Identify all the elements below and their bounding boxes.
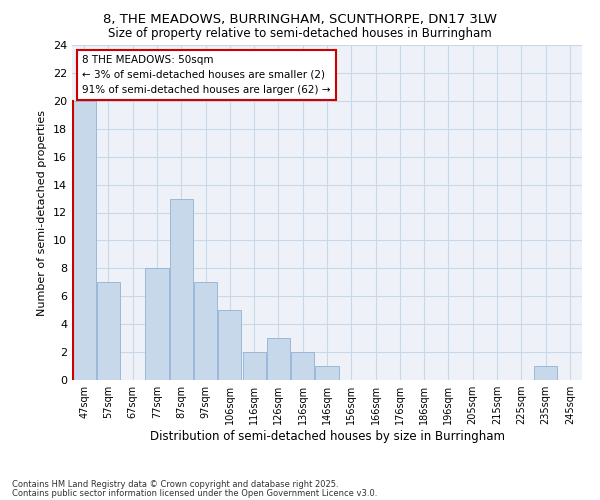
Bar bbox=[194, 282, 217, 380]
X-axis label: Distribution of semi-detached houses by size in Burringham: Distribution of semi-detached houses by … bbox=[149, 430, 505, 443]
Bar bbox=[534, 366, 557, 380]
Bar bbox=[242, 352, 266, 380]
Bar bbox=[170, 198, 193, 380]
Text: 8 THE MEADOWS: 50sqm
← 3% of semi-detached houses are smaller (2)
91% of semi-de: 8 THE MEADOWS: 50sqm ← 3% of semi-detach… bbox=[82, 55, 331, 94]
Bar bbox=[218, 310, 241, 380]
Bar bbox=[316, 366, 338, 380]
Bar bbox=[97, 282, 120, 380]
Bar bbox=[291, 352, 314, 380]
Bar bbox=[73, 101, 95, 380]
Text: Size of property relative to semi-detached houses in Burringham: Size of property relative to semi-detach… bbox=[108, 28, 492, 40]
Y-axis label: Number of semi-detached properties: Number of semi-detached properties bbox=[37, 110, 47, 316]
Bar bbox=[267, 338, 290, 380]
Text: 8, THE MEADOWS, BURRINGHAM, SCUNTHORPE, DN17 3LW: 8, THE MEADOWS, BURRINGHAM, SCUNTHORPE, … bbox=[103, 12, 497, 26]
Text: Contains HM Land Registry data © Crown copyright and database right 2025.: Contains HM Land Registry data © Crown c… bbox=[12, 480, 338, 489]
Text: Contains public sector information licensed under the Open Government Licence v3: Contains public sector information licen… bbox=[12, 489, 377, 498]
Bar bbox=[145, 268, 169, 380]
